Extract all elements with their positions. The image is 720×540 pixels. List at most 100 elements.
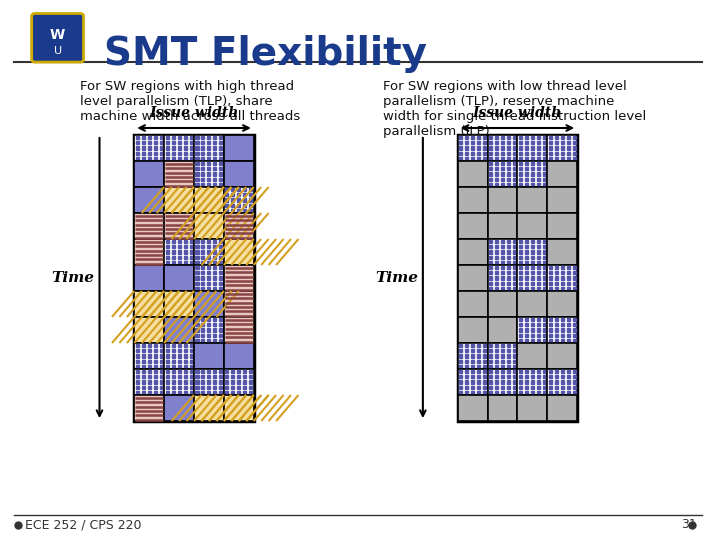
Bar [518, 187, 547, 213]
Bar [224, 213, 253, 239]
Bar [224, 161, 253, 187]
Bar [164, 213, 194, 239]
Bar [487, 343, 518, 369]
Bar [518, 213, 547, 239]
Bar [458, 135, 487, 161]
Bar [547, 343, 577, 369]
Bar [224, 239, 253, 265]
Bar [547, 395, 577, 421]
Bar [518, 265, 547, 291]
Bar [164, 395, 194, 421]
Bar [135, 135, 253, 421]
Bar [547, 135, 577, 161]
Bar [224, 317, 253, 343]
Bar [164, 317, 194, 343]
Bar [487, 395, 518, 421]
Bar [518, 369, 547, 395]
Bar [164, 239, 194, 265]
Bar [164, 161, 194, 187]
Bar [547, 161, 577, 187]
Bar [487, 213, 518, 239]
Bar [487, 135, 518, 161]
Bar [458, 265, 487, 291]
Bar [135, 343, 164, 369]
Text: 31: 31 [680, 518, 696, 531]
Text: Issue width: Issue width [473, 106, 562, 120]
Bar [518, 395, 547, 421]
Bar [458, 369, 487, 395]
Bar [458, 291, 487, 317]
Bar [194, 291, 224, 317]
Bar [164, 343, 194, 369]
Bar [547, 369, 577, 395]
Bar [547, 265, 577, 291]
Bar [224, 395, 253, 421]
Bar [487, 265, 518, 291]
Bar [518, 135, 547, 161]
Bar [458, 317, 487, 343]
Bar [135, 291, 164, 317]
Text: ECE 252 / CPS 220: ECE 252 / CPS 220 [25, 518, 141, 531]
Bar [194, 317, 224, 343]
Bar [518, 317, 547, 343]
Bar [194, 187, 224, 213]
Bar [194, 213, 224, 239]
Bar [135, 187, 164, 213]
Bar [458, 161, 487, 187]
Bar [547, 213, 577, 239]
Bar [164, 265, 194, 291]
Bar [224, 369, 253, 395]
Bar [135, 395, 164, 421]
Bar [518, 239, 547, 265]
Bar [194, 161, 224, 187]
Text: SMT Flexibility: SMT Flexibility [104, 35, 428, 73]
Bar [224, 187, 253, 213]
Bar [194, 395, 224, 421]
Bar [547, 291, 577, 317]
Text: For SW regions with high thread
level parallelism (TLP), share
machine width acr: For SW regions with high thread level pa… [80, 80, 300, 123]
Bar [135, 369, 164, 395]
Bar [458, 343, 487, 369]
Bar [458, 135, 577, 421]
Bar [164, 369, 194, 395]
Bar [194, 239, 224, 265]
Bar [224, 265, 253, 291]
Bar [135, 317, 164, 343]
Bar [135, 161, 164, 187]
Bar [547, 187, 577, 213]
Bar [458, 395, 487, 421]
Bar [547, 317, 577, 343]
Bar [224, 291, 253, 317]
Bar [458, 239, 487, 265]
Bar [194, 343, 224, 369]
Bar [135, 213, 164, 239]
Bar [487, 187, 518, 213]
Text: W: W [50, 28, 66, 42]
FancyBboxPatch shape [32, 14, 84, 62]
Bar [164, 135, 194, 161]
Text: Time: Time [52, 271, 94, 285]
Bar [518, 291, 547, 317]
Bar [135, 135, 164, 161]
Bar [164, 291, 194, 317]
Bar [194, 135, 224, 161]
Bar [487, 239, 518, 265]
Bar [518, 161, 547, 187]
Text: Issue width: Issue width [149, 106, 239, 120]
Bar [487, 317, 518, 343]
Bar [224, 343, 253, 369]
Bar [194, 369, 224, 395]
Bar [224, 135, 253, 161]
Bar [458, 187, 487, 213]
Text: For SW regions with low thread level
parallelism (TLP), reserve machine
width fo: For SW regions with low thread level par… [383, 80, 647, 138]
Bar [135, 265, 164, 291]
Bar [135, 239, 164, 265]
Bar [487, 161, 518, 187]
Bar [164, 187, 194, 213]
Bar [487, 291, 518, 317]
Bar [547, 239, 577, 265]
Text: U: U [53, 46, 62, 56]
Bar [458, 213, 487, 239]
Bar [487, 369, 518, 395]
Text: Time: Time [375, 271, 418, 285]
